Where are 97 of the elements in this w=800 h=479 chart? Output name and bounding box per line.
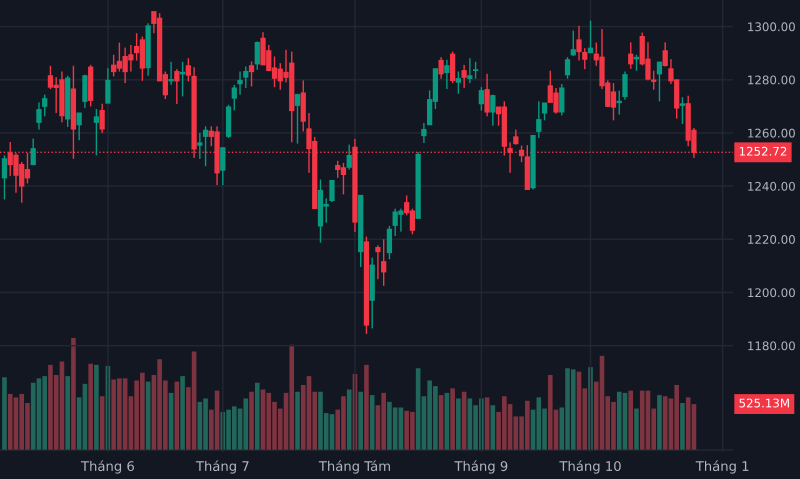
- candlestick: [254, 40, 260, 70]
- candlestick: [656, 62, 662, 102]
- y-tick-label: 1280.00: [748, 75, 795, 84]
- candlestick: [100, 103, 105, 134]
- bar: [295, 392, 300, 450]
- text: 525.13M: [739, 398, 789, 408]
- candlestick: [559, 83, 564, 116]
- candlestick: [484, 73, 490, 118]
- bar: [628, 390, 634, 450]
- candlestick: [42, 94, 48, 118]
- candlestick: [438, 56, 444, 80]
- y-tick-label: 1180.00: [748, 341, 795, 350]
- candlestick: [186, 58, 191, 82]
- bar: [358, 392, 363, 450]
- y-tick-label: 1240.00: [748, 182, 795, 191]
- bar: [88, 364, 93, 450]
- candlestick: [616, 90, 622, 116]
- candlestick: [220, 147, 226, 186]
- candlestick: [536, 100, 542, 139]
- candlestick: [180, 61, 186, 98]
- candlestick: [490, 94, 496, 126]
- candlestick: [386, 225, 392, 260]
- candlestick: [30, 138, 36, 166]
- bar: [490, 405, 496, 450]
- bar: [370, 395, 374, 450]
- candlestick: [582, 47, 588, 70]
- bar: [168, 392, 174, 450]
- candlestick: [634, 54, 640, 72]
- y-tick-label: 1220.00: [748, 235, 795, 244]
- bar: [438, 395, 444, 450]
- bar: [146, 382, 150, 450]
- bar: [2, 377, 7, 450]
- candlestick: [444, 59, 450, 90]
- x-tick-label: Tháng 7: [196, 460, 249, 474]
- bar: [680, 402, 685, 450]
- candlestick: [570, 30, 576, 57]
- x-tick-label: Tháng 10: [559, 460, 621, 474]
- candlestick: [232, 84, 237, 112]
- candlestick: [628, 42, 634, 70]
- candlestick: [174, 68, 180, 105]
- bar: [450, 388, 455, 450]
- candlestick: [197, 132, 202, 160]
- bar: [456, 398, 461, 450]
- y-tick-label: 1200.00: [748, 288, 795, 298]
- candlestick: [421, 122, 427, 144]
- candlestick: [513, 128, 518, 146]
- x-tick-label: Tháng 9: [454, 460, 508, 474]
- candlestick: [375, 244, 381, 280]
- candlestick: [564, 56, 570, 80]
- x-tick-label: Tháng 1: [696, 460, 748, 474]
- candlestick: [472, 61, 478, 80]
- bar: [249, 392, 254, 450]
- bar: [94, 364, 99, 450]
- candlestick: [456, 70, 461, 94]
- candlestick: [518, 144, 524, 163]
- x-tick-label: Tháng Tám: [318, 460, 390, 474]
- x-tick-label: Tháng 6: [80, 460, 134, 474]
- candlestick: [76, 112, 82, 141]
- bar: [657, 395, 662, 450]
- bar: [174, 382, 180, 450]
- candlestick: [461, 64, 467, 89]
- candlestick: [478, 86, 484, 112]
- ref-line-label: 1252.72: [740, 146, 786, 156]
- bar: [364, 364, 369, 450]
- candlestick: [94, 108, 100, 156]
- candlestick: [622, 70, 628, 100]
- candlestick: [2, 154, 8, 200]
- bar: [484, 397, 490, 450]
- y-tick-label: 1300.00: [748, 22, 795, 32]
- bar: [71, 338, 76, 450]
- bar: [180, 376, 185, 450]
- candlestick: [202, 126, 208, 167]
- candlestick: [542, 102, 548, 122]
- bar: [346, 390, 352, 450]
- candlestick: [294, 93, 300, 144]
- candlestick: [381, 238, 386, 287]
- candlestick: [651, 70, 656, 90]
- candlestick: [237, 70, 243, 96]
- candlestick: [576, 25, 582, 62]
- bar: [65, 376, 70, 450]
- candlestick: [467, 58, 472, 84]
- bar: [100, 396, 104, 450]
- candlestick: [243, 66, 248, 89]
- candlestick: [168, 61, 174, 86]
- candlestick: [36, 102, 42, 130]
- bar: [254, 382, 260, 450]
- candlestick: [329, 180, 335, 203]
- candlestick: [588, 20, 594, 54]
- bar: [462, 392, 466, 450]
- candlestick: [346, 144, 352, 170]
- y-tick-label: 1260.00: [748, 128, 795, 138]
- candlestick: [248, 60, 254, 88]
- candlestick: [662, 42, 668, 68]
- candlestick: [680, 96, 686, 125]
- bar: [444, 392, 450, 450]
- candlestick: [105, 67, 111, 104]
- bar: [634, 408, 639, 450]
